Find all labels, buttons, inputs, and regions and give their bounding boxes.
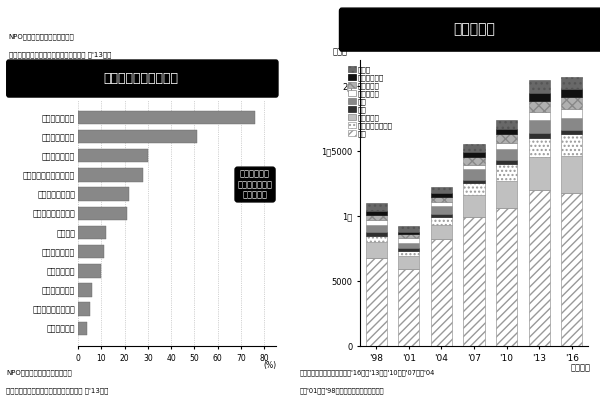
Bar <box>398 256 419 269</box>
Bar <box>366 203 387 211</box>
Bar <box>496 148 517 160</box>
Bar <box>496 164 517 181</box>
Text: NPO法人　日本標準教育研究所: NPO法人 日本標準教育研究所 <box>6 369 72 376</box>
Bar <box>496 160 517 164</box>
Bar <box>398 248 419 251</box>
Bar <box>366 236 387 242</box>
Bar <box>463 152 485 157</box>
Bar <box>463 217 485 346</box>
Bar <box>561 77 582 89</box>
Bar <box>529 93 550 101</box>
Bar <box>431 206 452 214</box>
Bar <box>561 97 582 109</box>
Bar <box>496 134 517 143</box>
Text: 自分の時間が
持てないことが
最大の悩み: 自分の時間が 持てないことが 最大の悩み <box>238 170 272 199</box>
Bar <box>78 149 148 162</box>
Legend: その他, 職務上の問題, 家庭の事情, 大学等入学, 転職, 死亡, 病気のため, （うち精神疾患）, 定年: その他, 職務上の問題, 家庭の事情, 大学等入学, 転職, 死亡, 病気のため… <box>348 66 393 137</box>
Bar <box>366 258 387 346</box>
Bar <box>78 245 104 258</box>
Bar <box>463 169 485 179</box>
Text: NPO法人　日本標準教育研究所: NPO法人 日本標準教育研究所 <box>9 34 74 40</box>
Bar <box>561 193 582 346</box>
Bar <box>398 232 419 234</box>
Bar <box>366 232 387 236</box>
Bar <box>78 226 106 239</box>
Bar <box>431 217 452 225</box>
Bar <box>398 251 419 256</box>
Bar <box>431 193 452 197</box>
Bar <box>529 113 550 120</box>
Bar <box>366 242 387 258</box>
Text: 年、'01年、'98年度）を基に編集部で作成: 年、'01年、'98年度）を基に編集部で作成 <box>300 387 385 394</box>
Bar <box>529 80 550 93</box>
Bar <box>398 226 419 232</box>
Bar <box>463 144 485 152</box>
Bar <box>78 168 143 181</box>
Bar <box>78 207 127 220</box>
Bar <box>78 187 129 201</box>
Bar <box>366 211 387 215</box>
Bar <box>398 238 419 243</box>
Bar <box>463 179 485 183</box>
Bar <box>529 157 550 190</box>
Text: 文部科学省　学校異動調査（'16年、'13年、'10年、'07年、'04: 文部科学省 学校異動調査（'16年、'13年、'10年、'07年、'04 <box>300 369 436 376</box>
FancyBboxPatch shape <box>340 8 600 51</box>
Bar <box>561 109 582 118</box>
FancyBboxPatch shape <box>7 60 278 97</box>
Bar <box>78 302 89 316</box>
Text: (%): (%) <box>263 361 276 370</box>
Bar <box>463 164 485 169</box>
Bar <box>431 197 452 202</box>
Text: 離職の理由: 離職の理由 <box>453 23 495 37</box>
Bar <box>529 138 550 157</box>
Bar <box>398 269 419 346</box>
Bar <box>496 208 517 346</box>
Bar <box>78 130 197 143</box>
Text: （年度）: （年度） <box>570 363 590 373</box>
Bar <box>529 101 550 113</box>
Bar <box>398 234 419 238</box>
Bar <box>463 183 485 195</box>
Bar <box>366 225 387 232</box>
Bar <box>561 118 582 130</box>
Text: 小学校教師の意識についてのアンケート （'13年）: 小学校教師の意識についてのアンケート （'13年） <box>6 387 109 394</box>
Bar <box>496 143 517 148</box>
Bar <box>431 214 452 217</box>
Bar <box>496 129 517 134</box>
Bar <box>431 187 452 193</box>
Bar <box>78 322 88 335</box>
Bar <box>561 156 582 193</box>
Bar <box>463 195 485 217</box>
Bar <box>431 202 452 206</box>
Text: （人）: （人） <box>332 48 347 57</box>
Bar <box>561 89 582 97</box>
Bar <box>431 240 452 346</box>
Bar <box>78 264 101 277</box>
Bar <box>366 220 387 225</box>
Bar <box>529 120 550 133</box>
Bar <box>496 181 517 208</box>
Bar <box>398 243 419 248</box>
Bar <box>561 134 582 156</box>
Text: 理想と現実のギャップ: 理想と現実のギャップ <box>104 72 179 85</box>
Text: 小学校教師の意識についてのアンケート （'13年）: 小学校教師の意識についてのアンケート （'13年） <box>9 51 111 58</box>
Bar <box>78 283 92 297</box>
Bar <box>366 215 387 220</box>
Bar <box>431 225 452 240</box>
Bar <box>463 157 485 164</box>
Bar <box>529 133 550 138</box>
Bar <box>496 120 517 129</box>
Bar <box>561 130 582 134</box>
Bar <box>529 190 550 346</box>
Bar <box>78 111 255 124</box>
